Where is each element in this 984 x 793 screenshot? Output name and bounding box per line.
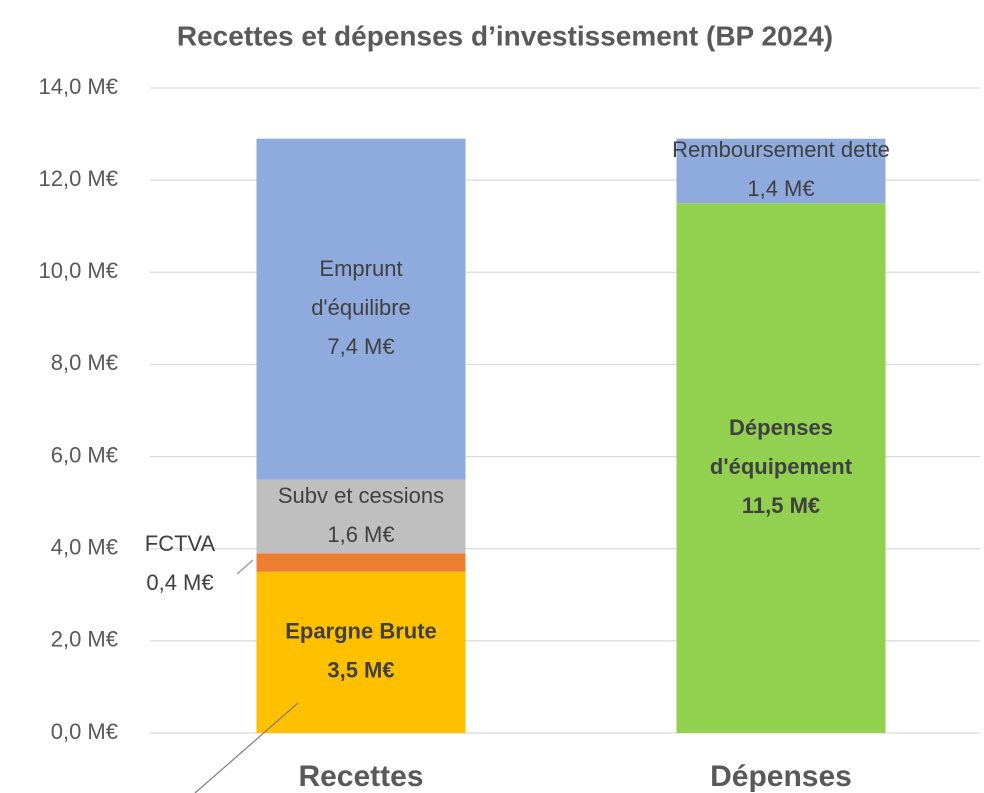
leader-line xyxy=(236,559,254,575)
bar-segment xyxy=(256,479,466,554)
x-tick-label: Dépenses xyxy=(710,760,852,793)
bars xyxy=(256,138,886,733)
y-tick-label: 8,0 M€ xyxy=(51,350,118,375)
labels: Recettes Epargne Brute 3,5 M€ FCTVA 0,4 M€ Su… xyxy=(145,137,890,793)
value-label: 3,5 M€ xyxy=(327,658,394,683)
y-tick-label: 2,0 M€ xyxy=(51,627,118,652)
y-tick-label: 4,0 M€ xyxy=(51,535,118,560)
y-tick-label: 0,0 M€ xyxy=(51,719,118,744)
y-tick-label: 6,0 M€ xyxy=(51,442,118,467)
bar-segment xyxy=(676,138,886,204)
grid: 0,0 M€ 2,0 M€ 4,0 M€ 6,0 M€ 8,0 M€ 10,0 M€ 12,… xyxy=(39,74,980,744)
bar-segment xyxy=(676,203,886,733)
segment-name: Subv et cessions xyxy=(278,483,444,508)
value-label: 11,5 M€ xyxy=(742,493,820,518)
value-label: 7,4 M€ xyxy=(327,334,394,359)
y-tick-label: 14,0 M€ xyxy=(39,74,119,99)
bar-segment xyxy=(256,571,466,733)
bar-segment xyxy=(256,553,466,572)
x-tick-label: Recettes xyxy=(298,760,423,793)
segment-name: Epargne Brute xyxy=(285,619,437,644)
segment-name: Remboursement dette xyxy=(672,137,890,162)
value-label: 1,4 M€ xyxy=(747,176,814,201)
leader-line xyxy=(194,702,299,793)
y-tick-label: 12,0 M€ xyxy=(39,166,119,191)
chart-title: Recettes et dépenses d’investissement (B… xyxy=(177,20,833,51)
bar-segment xyxy=(256,138,466,480)
value-label: 1,6 M€ xyxy=(327,522,394,547)
segment-name: Emprunt d'équilibre xyxy=(311,256,411,320)
y-tick-label: 10,0 M€ xyxy=(39,258,119,283)
segment-name: FCTVA xyxy=(145,531,216,556)
segment-name: Dépenses d'équipement xyxy=(710,415,853,479)
value-label: 0,4 M€ xyxy=(146,570,213,595)
